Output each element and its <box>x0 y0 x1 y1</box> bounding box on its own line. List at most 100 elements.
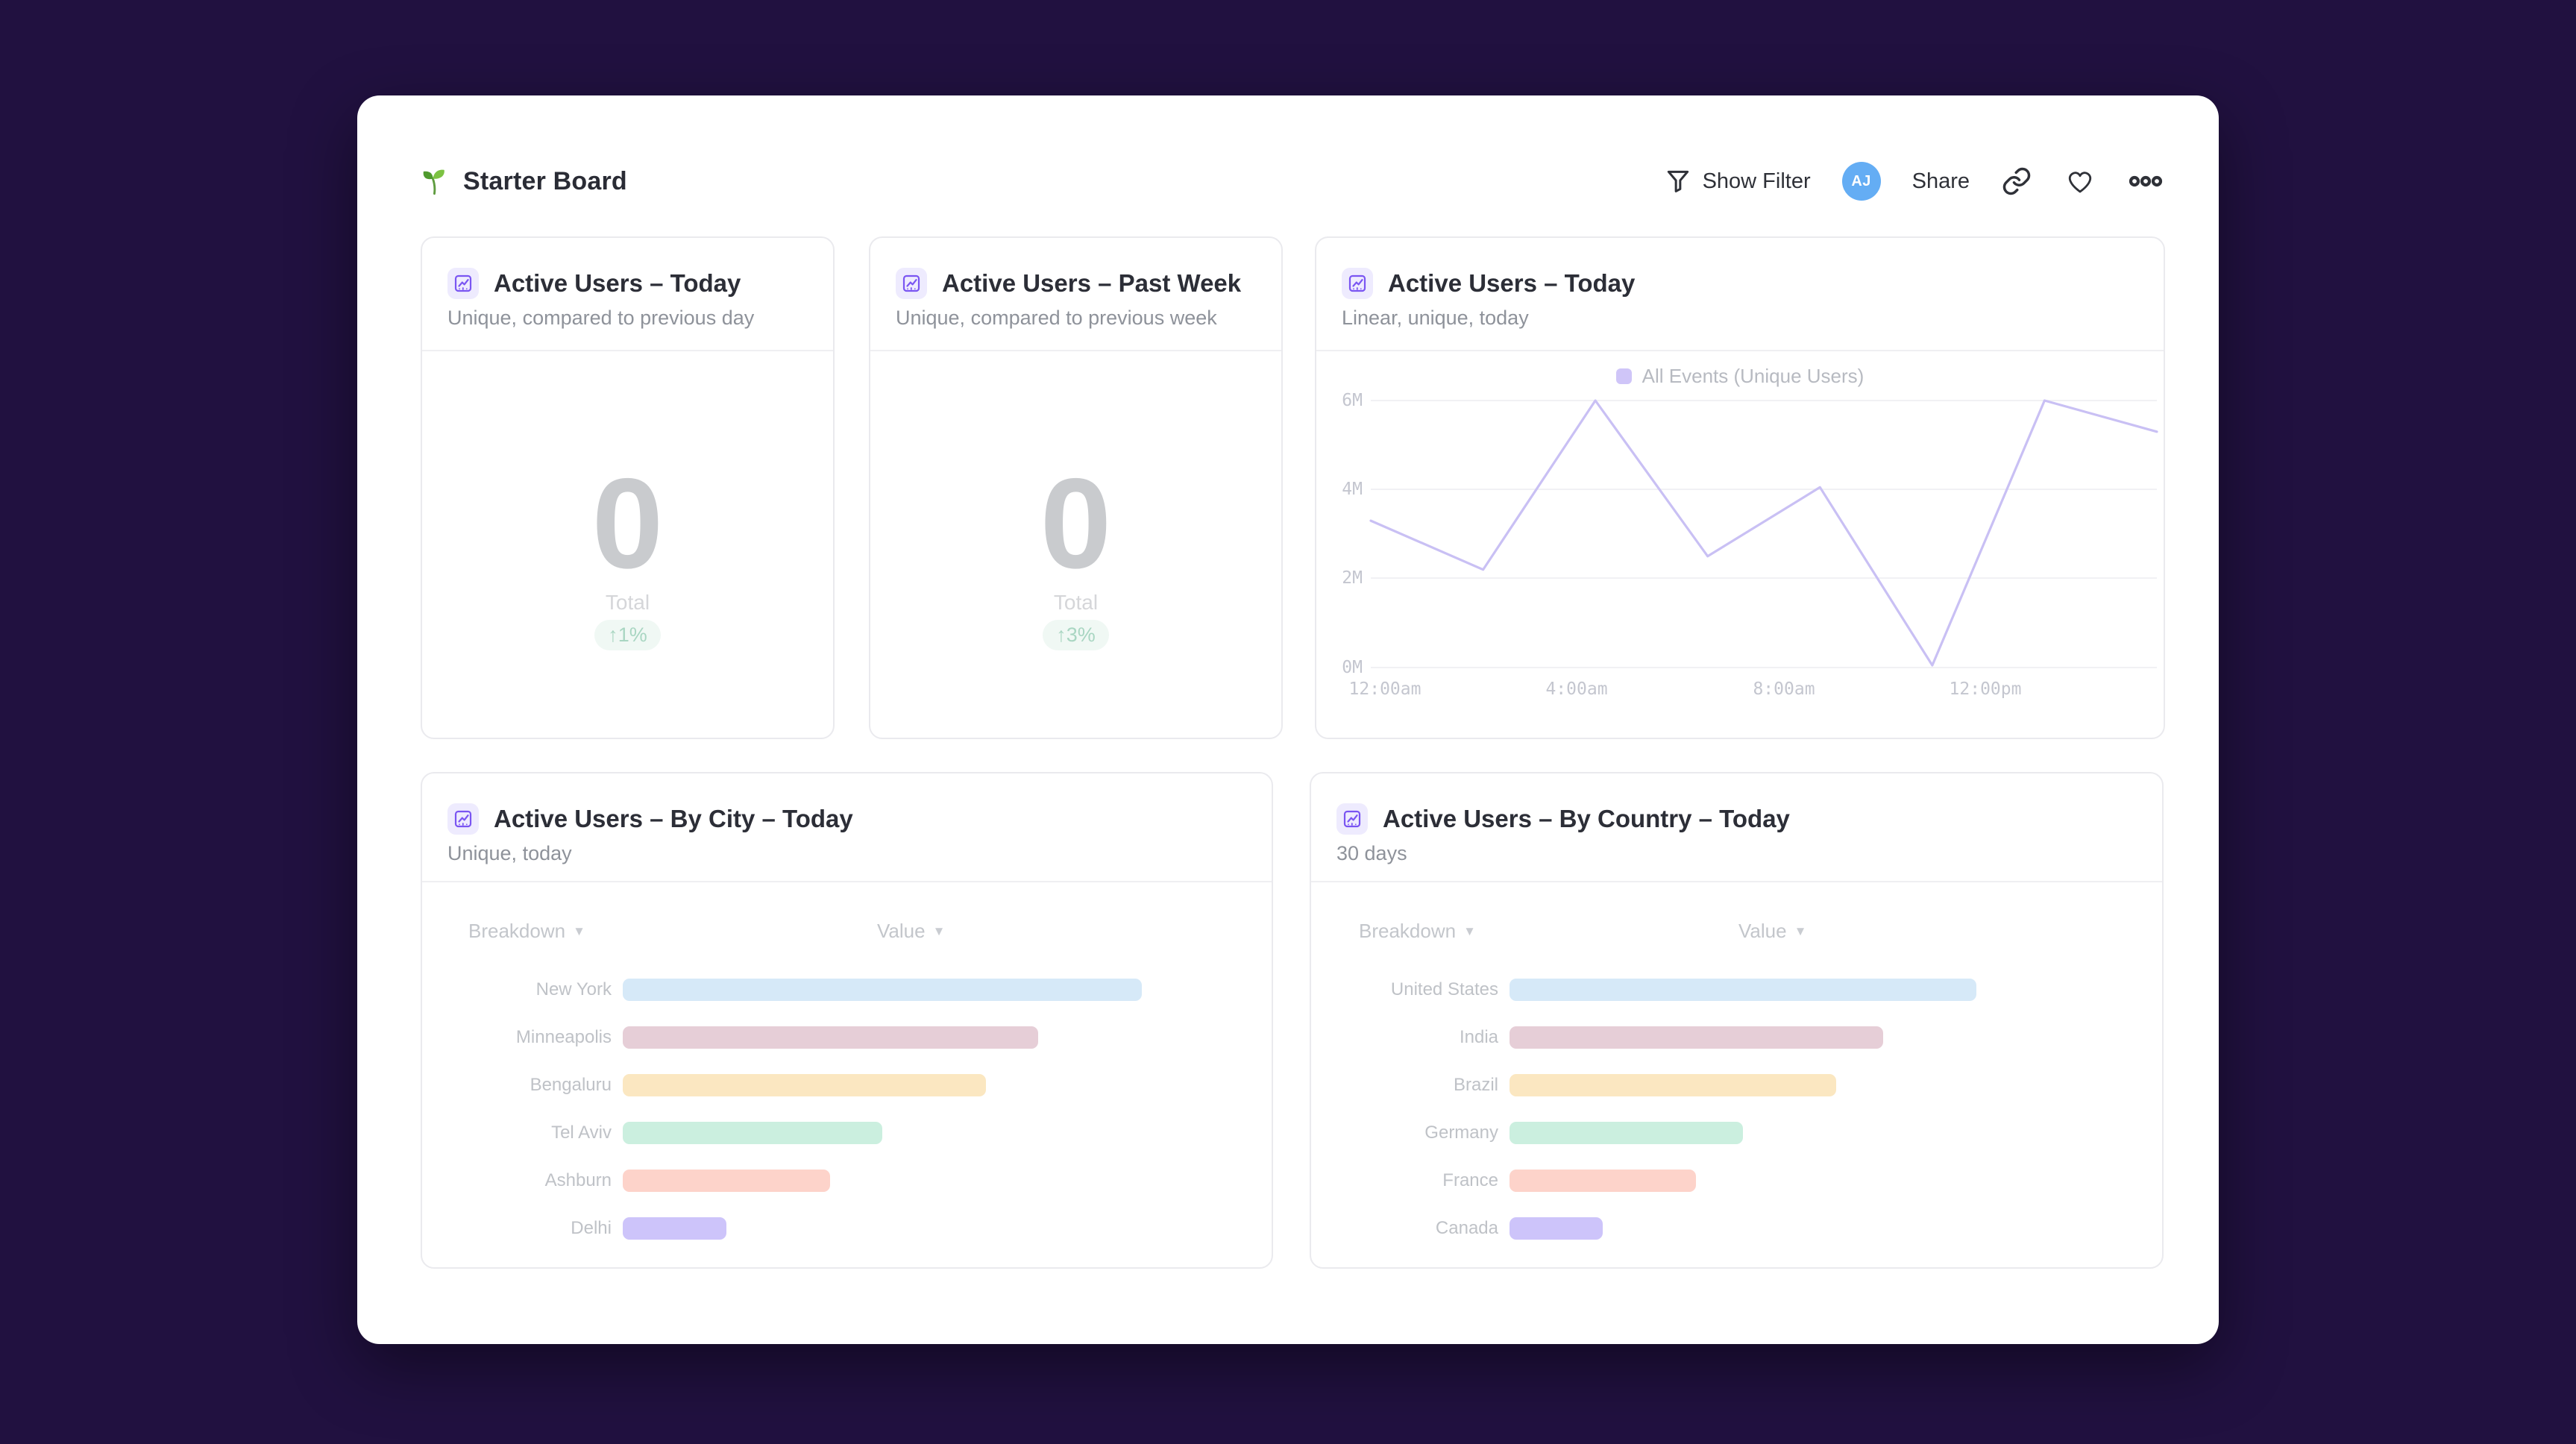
row-bar <box>1510 1074 1837 1096</box>
filter-funnel-icon <box>1664 167 1692 195</box>
kpi-value-label: Total <box>605 591 650 614</box>
card-title: Active Users – By City – Today <box>494 805 853 832</box>
x-axis-tick: 4:00am <box>1545 679 1608 699</box>
header-actions: Show Filter AJ Share <box>1664 162 2164 201</box>
table-row: New York <box>422 966 1272 1014</box>
table-row: Ashburn <box>422 1157 1272 1205</box>
table-row: United States <box>1311 966 2162 1014</box>
show-filter-label: Show Filter <box>1702 169 1811 193</box>
legend-label: All Events (Unique Users) <box>1642 365 1865 387</box>
row-label: Tel Aviv <box>551 1123 612 1143</box>
card-header: Active Users – By City – Today Unique, t… <box>447 803 1249 865</box>
card-active-users-by-city[interactable]: Active Users – By City – Today Unique, t… <box>421 772 1273 1269</box>
chevron-down-icon: ▼ <box>573 923 585 938</box>
share-label: Share <box>1911 169 1970 193</box>
y-axis-tick: 6M <box>1342 391 1363 410</box>
card-title: Active Users – Today <box>1388 269 1636 297</box>
value-column-header[interactable]: Value ▼ <box>877 920 945 943</box>
avatar-initials: AJ <box>1851 172 1871 189</box>
y-axis-tick: 4M <box>1342 480 1363 499</box>
row-label: Germany <box>1424 1123 1498 1143</box>
table-row: Germany <box>1311 1109 2162 1157</box>
breakdown-column-header[interactable]: Breakdown ▼ <box>1359 920 1476 943</box>
row-bar <box>623 1122 882 1144</box>
table-row: Bengaluru <box>422 1061 1272 1109</box>
kpi-value: 0 <box>591 452 664 595</box>
line-chart-icon <box>896 268 927 299</box>
row-label: Canada <box>1435 1218 1498 1238</box>
card-subtitle: Unique, today <box>447 842 572 864</box>
row-label: United States <box>1390 979 1498 999</box>
card-title: Active Users – Today <box>494 269 741 297</box>
row-bar <box>1510 1217 1603 1240</box>
divider <box>1316 350 2164 351</box>
x-axis-tick: 8:00am <box>1753 679 1815 699</box>
divider <box>422 350 833 351</box>
page-title: Starter Board <box>463 166 627 195</box>
divider <box>1311 881 2162 882</box>
card-subtitle: Unique, compared to previous week <box>896 307 1217 329</box>
y-axis-tick: 2M <box>1342 568 1363 588</box>
card-active-users-today-chart[interactable]: Active Users – Today Linear, unique, tod… <box>1315 236 2165 739</box>
legend-swatch <box>1615 368 1632 384</box>
row-label: Brazil <box>1453 1075 1498 1095</box>
row-bar <box>1510 1026 1883 1049</box>
favorite-button[interactable] <box>2064 165 2096 198</box>
seedling-icon <box>420 166 450 196</box>
row-bar <box>1510 979 1976 1001</box>
card-subtitle: Unique, compared to previous day <box>447 307 755 329</box>
delta-badge: ↑1% <box>594 620 661 650</box>
card-subtitle: 30 days <box>1336 842 1407 864</box>
line-chart-icon <box>447 268 479 299</box>
kpi-value: 0 <box>1040 452 1112 595</box>
card-header: Active Users – Today Unique, compared to… <box>447 268 811 330</box>
share-button[interactable]: Share <box>1912 169 1970 194</box>
line-chart-icon <box>1336 803 1368 835</box>
y-axis-tick: 0M <box>1342 658 1363 677</box>
card-title: Active Users – By Country – Today <box>1383 805 1790 832</box>
value-column-label: Value <box>1738 920 1787 942</box>
row-bar <box>1510 1170 1697 1192</box>
card-active-users-past-week-kpi[interactable]: Active Users – Past Week Unique, compare… <box>869 236 1283 739</box>
line-series-path <box>1369 399 2158 667</box>
line-chart-icon <box>1342 268 1373 299</box>
ellipsis-icon <box>2128 163 2164 199</box>
row-bar <box>623 1217 727 1240</box>
card-active-users-by-country[interactable]: Active Users – By Country – Today 30 day… <box>1310 772 2164 1269</box>
user-avatar[interactable]: AJ <box>1841 162 1881 201</box>
value-column-label: Value <box>877 920 926 942</box>
value-column-header[interactable]: Value ▼ <box>1738 920 1806 943</box>
chevron-down-icon: ▼ <box>1794 923 1807 938</box>
breakdown-column-label: Breakdown <box>1359 920 1457 942</box>
card-header: Active Users – By Country – Today 30 day… <box>1336 803 2140 865</box>
card-active-users-today-kpi[interactable]: Active Users – Today Unique, compared to… <box>421 236 835 739</box>
row-label: Ashburn <box>544 1170 612 1190</box>
copy-link-button[interactable] <box>2001 166 2032 197</box>
x-axis-tick: 12:00pm <box>1949 679 2022 699</box>
link-icon <box>2001 166 2032 197</box>
table-row: Delhi <box>422 1205 1272 1252</box>
chevron-down-icon: ▼ <box>1463 923 1476 938</box>
show-filter-button[interactable]: Show Filter <box>1664 167 1811 195</box>
row-label: France <box>1442 1170 1498 1190</box>
board-header: Starter Board Show Filter AJ Share <box>420 147 2164 216</box>
row-bar <box>1510 1122 1743 1144</box>
breakdown-column-header[interactable]: Breakdown ▼ <box>468 920 585 943</box>
table-row: France <box>1311 1157 2162 1205</box>
more-options-button[interactable] <box>2128 163 2164 199</box>
card-header: Active Users – Today Linear, unique, tod… <box>1342 268 2141 330</box>
chart-legend: All Events (Unique Users) <box>1316 365 2164 388</box>
table-row: Minneapolis <box>422 1014 1272 1061</box>
chevron-down-icon: ▼ <box>932 923 946 938</box>
breakdown-rows: United States India Brazil Germany Franc… <box>1311 966 2162 1252</box>
table-row: Brazil <box>1311 1061 2162 1109</box>
line-chart-icon <box>447 803 479 835</box>
divider <box>870 350 1281 351</box>
table-row: India <box>1311 1014 2162 1061</box>
delta-badge: ↑3% <box>1043 620 1109 650</box>
row-label: Minneapolis <box>515 1027 612 1047</box>
row-label: New York <box>535 979 612 999</box>
dashboard-panel: Starter Board Show Filter AJ Share <box>357 95 2219 1344</box>
heart-icon <box>2064 165 2096 198</box>
row-bar <box>623 1170 831 1192</box>
